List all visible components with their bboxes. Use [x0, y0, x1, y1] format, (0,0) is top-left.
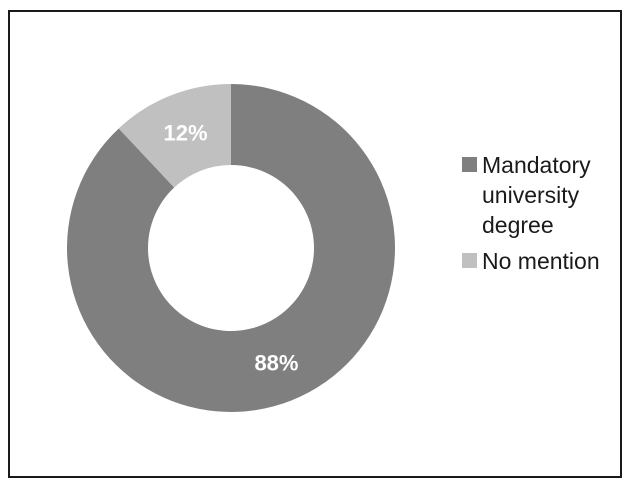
donut-slice-no-mention	[118, 84, 231, 188]
slice-labels: 88% 12%	[164, 121, 299, 376]
donut-slices	[66, 84, 395, 412]
legend-label-mandatory-degree: Mandatory university degree	[482, 152, 591, 238]
legend: Mandatory university degree No mention	[462, 150, 627, 282]
slice-label-no-mention: 12%	[164, 121, 208, 146]
legend-swatch-no-mention	[462, 253, 477, 268]
legend-swatch-mandatory-degree	[462, 157, 477, 172]
legend-label-no-mention: No mention	[482, 248, 600, 274]
donut-slice-mandatory-degree	[66, 84, 395, 412]
slice-label-mandatory-degree: 88%	[254, 350, 298, 375]
legend-item-mandatory-degree: Mandatory university degree	[462, 150, 627, 240]
legend-item-no-mention: No mention	[462, 246, 627, 276]
